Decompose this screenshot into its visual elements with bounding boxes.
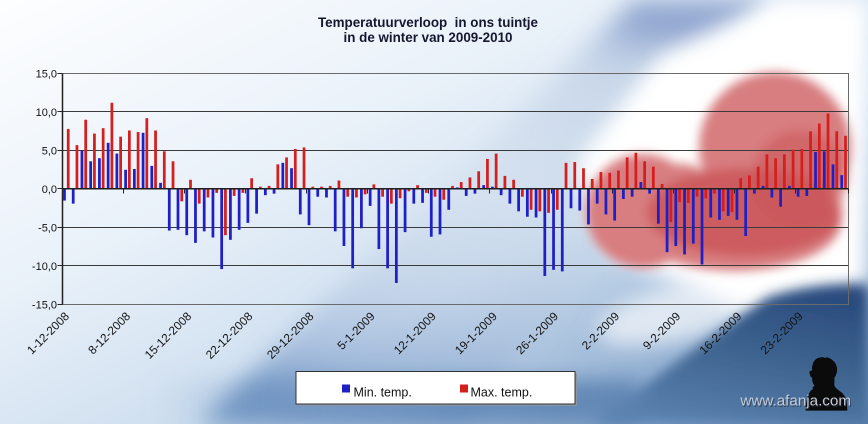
svg-text:Temperatuurverloop in ons tui: Temperatuurverloop in ons tuintje [318,15,538,30]
svg-text:-5,0: -5,0 [38,222,57,234]
svg-text:-15,0: -15,0 [32,299,57,311]
svg-text:Max. temp.: Max. temp. [471,386,533,400]
svg-text:Min. temp.: Min. temp. [354,386,412,400]
svg-text:in de winter van 2009-2010: in de winter van 2009-2010 [344,30,513,45]
svg-text:www.afanja.com: www.afanja.com [740,394,852,411]
svg-text:0,0: 0,0 [42,184,57,196]
svg-text:www.afanja.com: www.afanja.com [739,393,851,410]
svg-text:15,0: 15,0 [36,68,57,80]
svg-text:10,0: 10,0 [36,107,57,119]
svg-text:5,0: 5,0 [42,145,57,157]
svg-text:-10,0: -10,0 [32,261,57,273]
